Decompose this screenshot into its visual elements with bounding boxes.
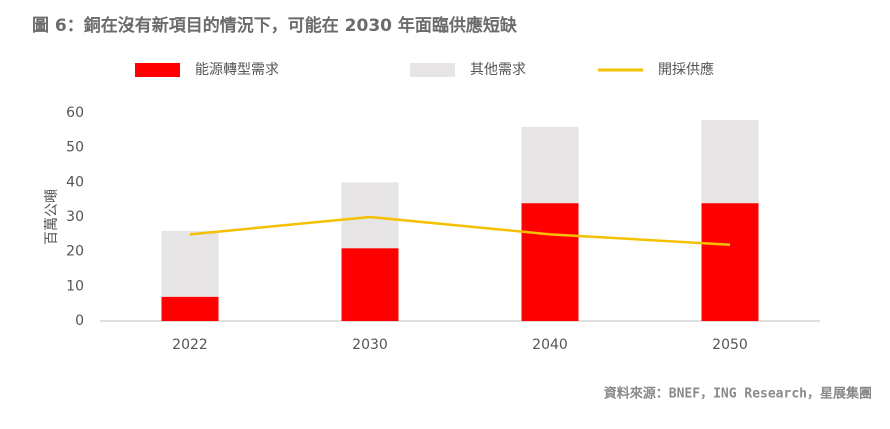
- y-tick-label: 40: [66, 174, 84, 190]
- source: 資料來源：BNEF，ING Research，星展集團: [604, 386, 872, 402]
- y-axis-label: 百萬公噸: [44, 189, 60, 245]
- bar: [521, 126, 579, 204]
- x-tick-label: 2050: [712, 337, 748, 353]
- y-tick-label: 10: [66, 278, 84, 294]
- bar: [161, 230, 219, 297]
- y-tick-label: 30: [66, 209, 84, 225]
- legend-label: 開採供應: [658, 61, 714, 78]
- x-tick-label: 2030: [352, 337, 388, 353]
- x-tick-label: 2040: [532, 337, 568, 353]
- y-tick-label: 50: [66, 140, 84, 156]
- chart-title: 圖 6：銅在沒有新項目的情況下，可能在 2030 年面臨供應短缺: [32, 15, 518, 36]
- bar: [341, 248, 399, 321]
- bar: [341, 182, 399, 249]
- legend-label: 能源轉型需求: [195, 62, 279, 78]
- legend-label: 其他需求: [470, 62, 526, 78]
- bar: [701, 119, 759, 204]
- legend-swatch: [135, 63, 180, 77]
- bar: [161, 296, 219, 321]
- y-tick-label: 0: [75, 313, 84, 329]
- legend-swatch: [410, 63, 455, 77]
- bar: [701, 203, 759, 321]
- y-tick-label: 20: [66, 244, 84, 260]
- bar: [521, 203, 579, 321]
- line: [189, 215, 731, 246]
- x-tick-label: 2022: [172, 337, 208, 353]
- y-tick-label: 60: [66, 105, 84, 121]
